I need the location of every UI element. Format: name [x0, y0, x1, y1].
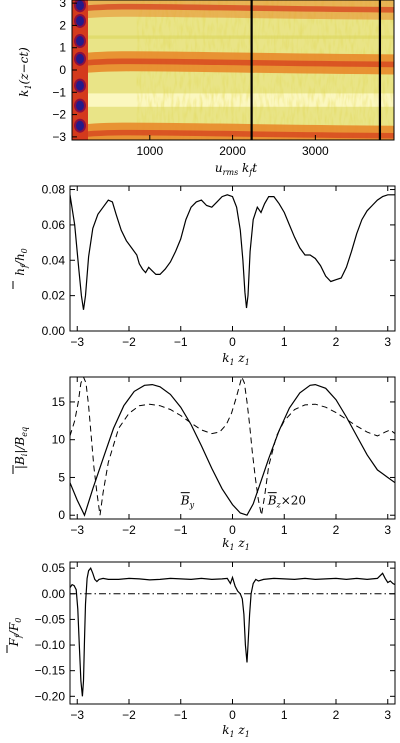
field-annotations: By Bz×20 [180, 492, 306, 510]
flux-x-tick-label: 2 [333, 708, 340, 722]
heatmap-early-blob [76, 100, 84, 111]
field-panel: −3 −2 −1 0 1 2 3 0 5 10 15 By Bz×20 k1 z1 |Bi|/Beq [12, 376, 396, 552]
flux-panel: −3 −2 −1 0 1 2 3 0.050.00−0.05−0.10−0.15−0.20 … [6, 561, 396, 739]
hf-y-label: hf/h0 [12, 248, 29, 289]
heatmap-y-tick-label: −3 [52, 130, 66, 144]
by-annotation: By [180, 494, 195, 510]
flux-x-tick-label: −1 [174, 708, 188, 722]
field-x-tick-label: −1 [174, 523, 188, 537]
heatmap-y-tick-label: 1 [59, 41, 66, 55]
hf-series-line [70, 194, 395, 310]
heatmap-y-label: k1(z−ct) [17, 47, 33, 97]
flux-y-tick-label: −0.10 [35, 638, 66, 652]
hf-x-tick-label: 1 [281, 335, 288, 349]
field-x-label: k1 z1 [222, 536, 250, 552]
hf-x-tick-label: −1 [174, 335, 188, 349]
heatmap-y-tick-label: 0 [59, 63, 66, 77]
heatmap-x-tick-label: 2000 [219, 144, 246, 158]
heatmap-x-label: urms kft [215, 161, 257, 177]
svg-text:Ff/F0: Ff/F0 [7, 618, 23, 648]
heatmap-x-ticks: 1000 2000 3000 [136, 135, 329, 158]
field-x-tick-label: 0 [229, 523, 236, 537]
hf-x-tick-label: −3 [70, 335, 84, 349]
heatmap-early-blob [76, 80, 84, 91]
heatmap-early-blob [76, 53, 84, 64]
field-y-ticks: 0 5 10 15 [52, 395, 395, 522]
heatmap-y-tick-label: 2 [59, 18, 66, 32]
heatmap-band-core [72, 129, 394, 139]
field-x-tick-label: −3 [70, 523, 84, 537]
bz-series-line [70, 377, 395, 516]
heatmap-x-tick-label: 3000 [302, 144, 329, 158]
hf-x-tick-label: −2 [122, 335, 136, 349]
field-frame [69, 376, 396, 520]
field-y-label: |Bi|/Beq [12, 427, 29, 474]
hf-frame [69, 185, 396, 332]
hf-y-ticks: 0.00 0.02 0.04 0.06 0.08 [42, 183, 395, 338]
flux-y-tick-label: −0.05 [35, 612, 66, 626]
hf-y-tick-label: 0.00 [42, 324, 66, 338]
heatmap-panel: 1000 2000 3000 3 2 1 0 −1 −2 −3 urms kft k1(z−ct… [17, 0, 395, 177]
flux-y-label: Ff/F0 [6, 618, 23, 653]
hf-y-tick-label: 0.08 [42, 183, 66, 197]
by-series-line [70, 383, 395, 517]
bz-annotation: Bz×20 [267, 494, 306, 510]
flux-x-ticks: −3 −2 −1 0 1 2 3 [70, 562, 391, 722]
hf-x-tick-label: 2 [333, 335, 340, 349]
hf-y-tick-label: 0.04 [42, 253, 66, 267]
heatmap-early-blob [76, 120, 84, 131]
flux-y-tick-label: −0.15 [35, 664, 66, 678]
flux-x-tick-label: −2 [122, 708, 136, 722]
svg-text:|Bi|/Beq: |Bi|/Beq [13, 427, 29, 469]
svg-text:hf/h0: hf/h0 [13, 248, 29, 276]
heatmap-bands [72, 0, 394, 140]
field-x-tick-label: 2 [333, 523, 340, 537]
hf-y-tick-label: 0.06 [42, 218, 66, 232]
heatmap-vertical-lines [250, 0, 382, 140]
flux-y-tick-label: −0.20 [35, 689, 66, 703]
heatmap-band-core [72, 58, 394, 68]
flux-series-line [70, 567, 395, 697]
flux-x-tick-label: 3 [384, 708, 391, 722]
hf-x-label: k1 z1 [222, 351, 250, 367]
heatmap-band-core [72, 3, 394, 13]
hf-panel: −3 −2 −1 0 1 2 3 0.00 0.02 0.04 0.06 0.08 k1 z1 hf… [12, 183, 396, 367]
flux-x-label: k1 z1 [222, 723, 250, 739]
flux-x-tick-label: 0 [229, 708, 236, 722]
field-y-tick-label: 10 [52, 433, 66, 447]
flux-frame [69, 561, 396, 705]
field-x-tick-label: −2 [122, 523, 136, 537]
flux-y-ticks: 0.05 0.00 −0.05 −0.10 −0.15 −0.20 [35, 561, 395, 703]
hf-x-tick-label: 0 [229, 335, 236, 349]
flux-y-tick-label: 0.00 [42, 587, 66, 601]
heatmap-y-tick-label: −2 [52, 108, 66, 122]
field-y-tick-label: 15 [52, 395, 66, 409]
heatmap-y-tick-label: 3 [59, 0, 66, 10]
heatmap-early-blob [76, 0, 84, 11]
flux-x-tick-label: 1 [281, 708, 288, 722]
heatmap-early-blob [76, 15, 84, 26]
heatmap-early-blob [76, 36, 84, 47]
field-y-tick-label: 0 [58, 508, 65, 522]
flux-y-tick-label: 0.05 [42, 561, 66, 575]
field-y-tick-label: 5 [58, 470, 65, 484]
heatmap-early-blobs [72, 0, 88, 140]
hf-x-tick-label: 3 [384, 335, 391, 349]
flux-x-tick-label: −3 [70, 708, 84, 722]
heatmap-y-tick-label: −1 [52, 85, 66, 99]
field-x-tick-label: 1 [281, 523, 288, 537]
hf-y-tick-label: 0.02 [42, 289, 66, 303]
field-x-ticks: −3 −2 −1 0 1 2 3 [70, 377, 391, 537]
field-x-tick-label: 3 [384, 523, 391, 537]
heatmap-x-tick-label: 1000 [136, 144, 163, 158]
heatmap-y-ticks: 3 2 1 0 −1 −2 −3 [52, 0, 77, 144]
hf-x-ticks: −3 −2 −1 0 1 2 3 [70, 186, 391, 349]
